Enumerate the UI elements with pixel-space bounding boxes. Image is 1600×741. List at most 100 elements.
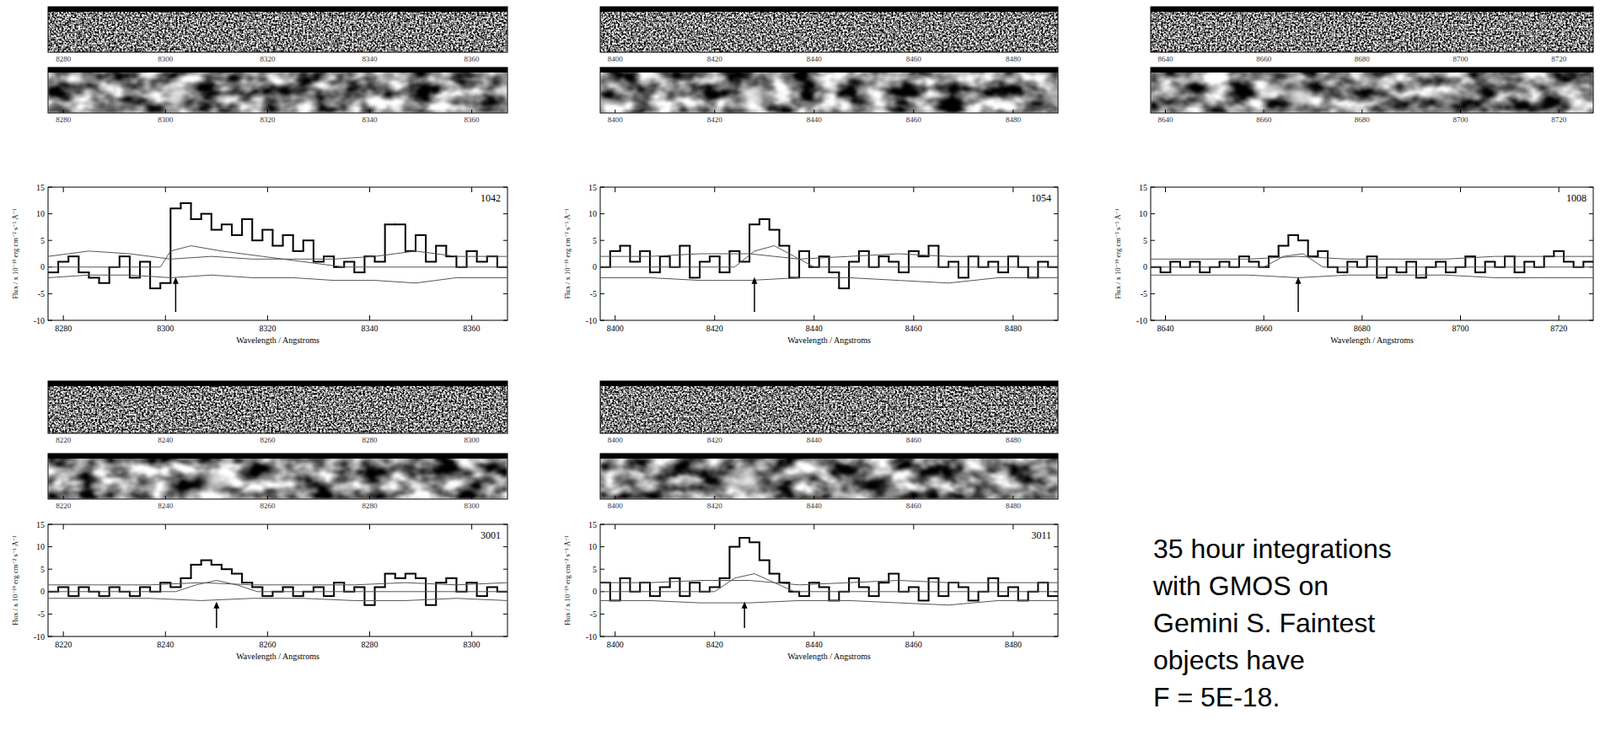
y-tick (48, 636, 53, 638)
spectrum-step (848, 577, 860, 580)
strip-tick-label: 8480 (1005, 435, 1022, 445)
spectrum-step (385, 573, 396, 575)
strip-tick-label: 8480 (1005, 54, 1022, 64)
y-tick (48, 546, 53, 548)
spectrum-step (211, 229, 222, 231)
spectrum-step (769, 229, 780, 231)
y-tick (600, 546, 605, 548)
spectrum-step (928, 577, 940, 580)
y-tick-label: -10 (1136, 316, 1148, 326)
x-tick (1460, 187, 1461, 193)
image-noise (1150, 67, 1594, 113)
x-tick (267, 187, 269, 193)
spectrum-step (1347, 260, 1358, 263)
strip-tick (1165, 48, 1166, 53)
spectrum-step (1524, 260, 1535, 263)
spectrum-step (938, 595, 949, 597)
spectrum-step (58, 585, 69, 588)
y-tick (1589, 213, 1594, 215)
x-tick-label: 8360 (463, 323, 481, 333)
spectrum-step (1298, 239, 1309, 242)
spectrum-step (908, 585, 919, 588)
image-noise (48, 67, 508, 113)
data-area (48, 560, 508, 606)
strip-tick-label: 8300 (157, 115, 174, 124)
y-tick (48, 213, 53, 215)
spectrum-step (1376, 276, 1387, 279)
image-edge (600, 381, 1058, 387)
y-tick (1053, 524, 1058, 526)
spectrum-step (303, 239, 314, 242)
y-tick (1589, 187, 1594, 188)
spectrum-step (739, 536, 750, 539)
caption-line: with GMOS on (1152, 570, 1329, 602)
x-tick-label: 8220 (54, 639, 72, 650)
strip-tick (714, 48, 715, 53)
strip-tick-label: 8360 (464, 54, 481, 64)
spectrum-step (1160, 271, 1171, 274)
x-tick (614, 315, 616, 321)
x-tick (267, 315, 269, 321)
strip-tick-label: 8260 (259, 435, 276, 445)
spectrum-step (1465, 255, 1476, 258)
spectrum-step (180, 202, 191, 205)
spectrum-step (1367, 255, 1378, 258)
x-tick (912, 631, 914, 637)
x-tick-label: 8440 (805, 639, 823, 650)
x-tick (165, 524, 167, 530)
strip-tick (912, 48, 914, 53)
strip-tick-label: 8280 (55, 54, 72, 64)
image-noise (600, 6, 1058, 53)
x-tick (714, 187, 715, 193)
spectrum-step (180, 577, 191, 580)
line-arrow (753, 282, 756, 312)
spectrum-step (435, 245, 446, 247)
strip-tick (813, 48, 815, 53)
x-tick-label: 8300 (463, 639, 481, 650)
spectrum-step (749, 541, 760, 543)
x-tick (471, 187, 473, 193)
spectrum-image (1150, 67, 1594, 113)
strip-tick-label: 8460 (906, 435, 923, 445)
strip-tick-label: 8460 (906, 54, 923, 64)
x-tick-label: 8480 (1004, 639, 1022, 650)
x-tick (714, 315, 715, 321)
spectrum-step (425, 604, 436, 607)
spectrum-step (211, 563, 222, 566)
strip-tick (614, 429, 616, 434)
spectrum-step (323, 255, 334, 258)
y-tick-label: 0 (592, 262, 597, 272)
x-tick (63, 631, 65, 637)
spectrum-step (477, 595, 488, 597)
caption-line: Gemini S. Faintest (1153, 607, 1375, 639)
y-tick (600, 320, 605, 322)
spectrum-step (689, 276, 700, 279)
x-tick (614, 524, 616, 530)
spectrum-riser (610, 537, 1048, 601)
strip-tick (1460, 48, 1461, 53)
y-tick (503, 636, 508, 638)
data-area (48, 203, 508, 289)
line-arrow-head (213, 601, 220, 609)
strip-tick-label: 8260 (259, 501, 276, 511)
spectrum-step (1475, 271, 1486, 274)
strip-tick (267, 48, 269, 53)
plot-frame (48, 524, 508, 637)
spectrum-image (48, 381, 508, 434)
strip-tick (165, 48, 167, 53)
x-axis-title: Wavelength / Angstroms (236, 651, 320, 661)
y-tick (503, 320, 508, 322)
spectrum-panel: 8400842084408460848084008420844084608480… (563, 6, 1058, 345)
strip-tick (813, 429, 815, 434)
strip-tick (714, 495, 715, 500)
spectrum-step (1278, 245, 1289, 247)
spectrum-step (829, 271, 840, 274)
spectrum-step (1317, 250, 1328, 253)
y-tick (600, 524, 605, 526)
spectrum-step (283, 234, 294, 237)
spectrum-step (119, 255, 130, 258)
strip-tick (63, 495, 65, 500)
spectrum-step (78, 271, 89, 274)
y-tick (600, 240, 605, 242)
spectrum-step (769, 573, 780, 575)
